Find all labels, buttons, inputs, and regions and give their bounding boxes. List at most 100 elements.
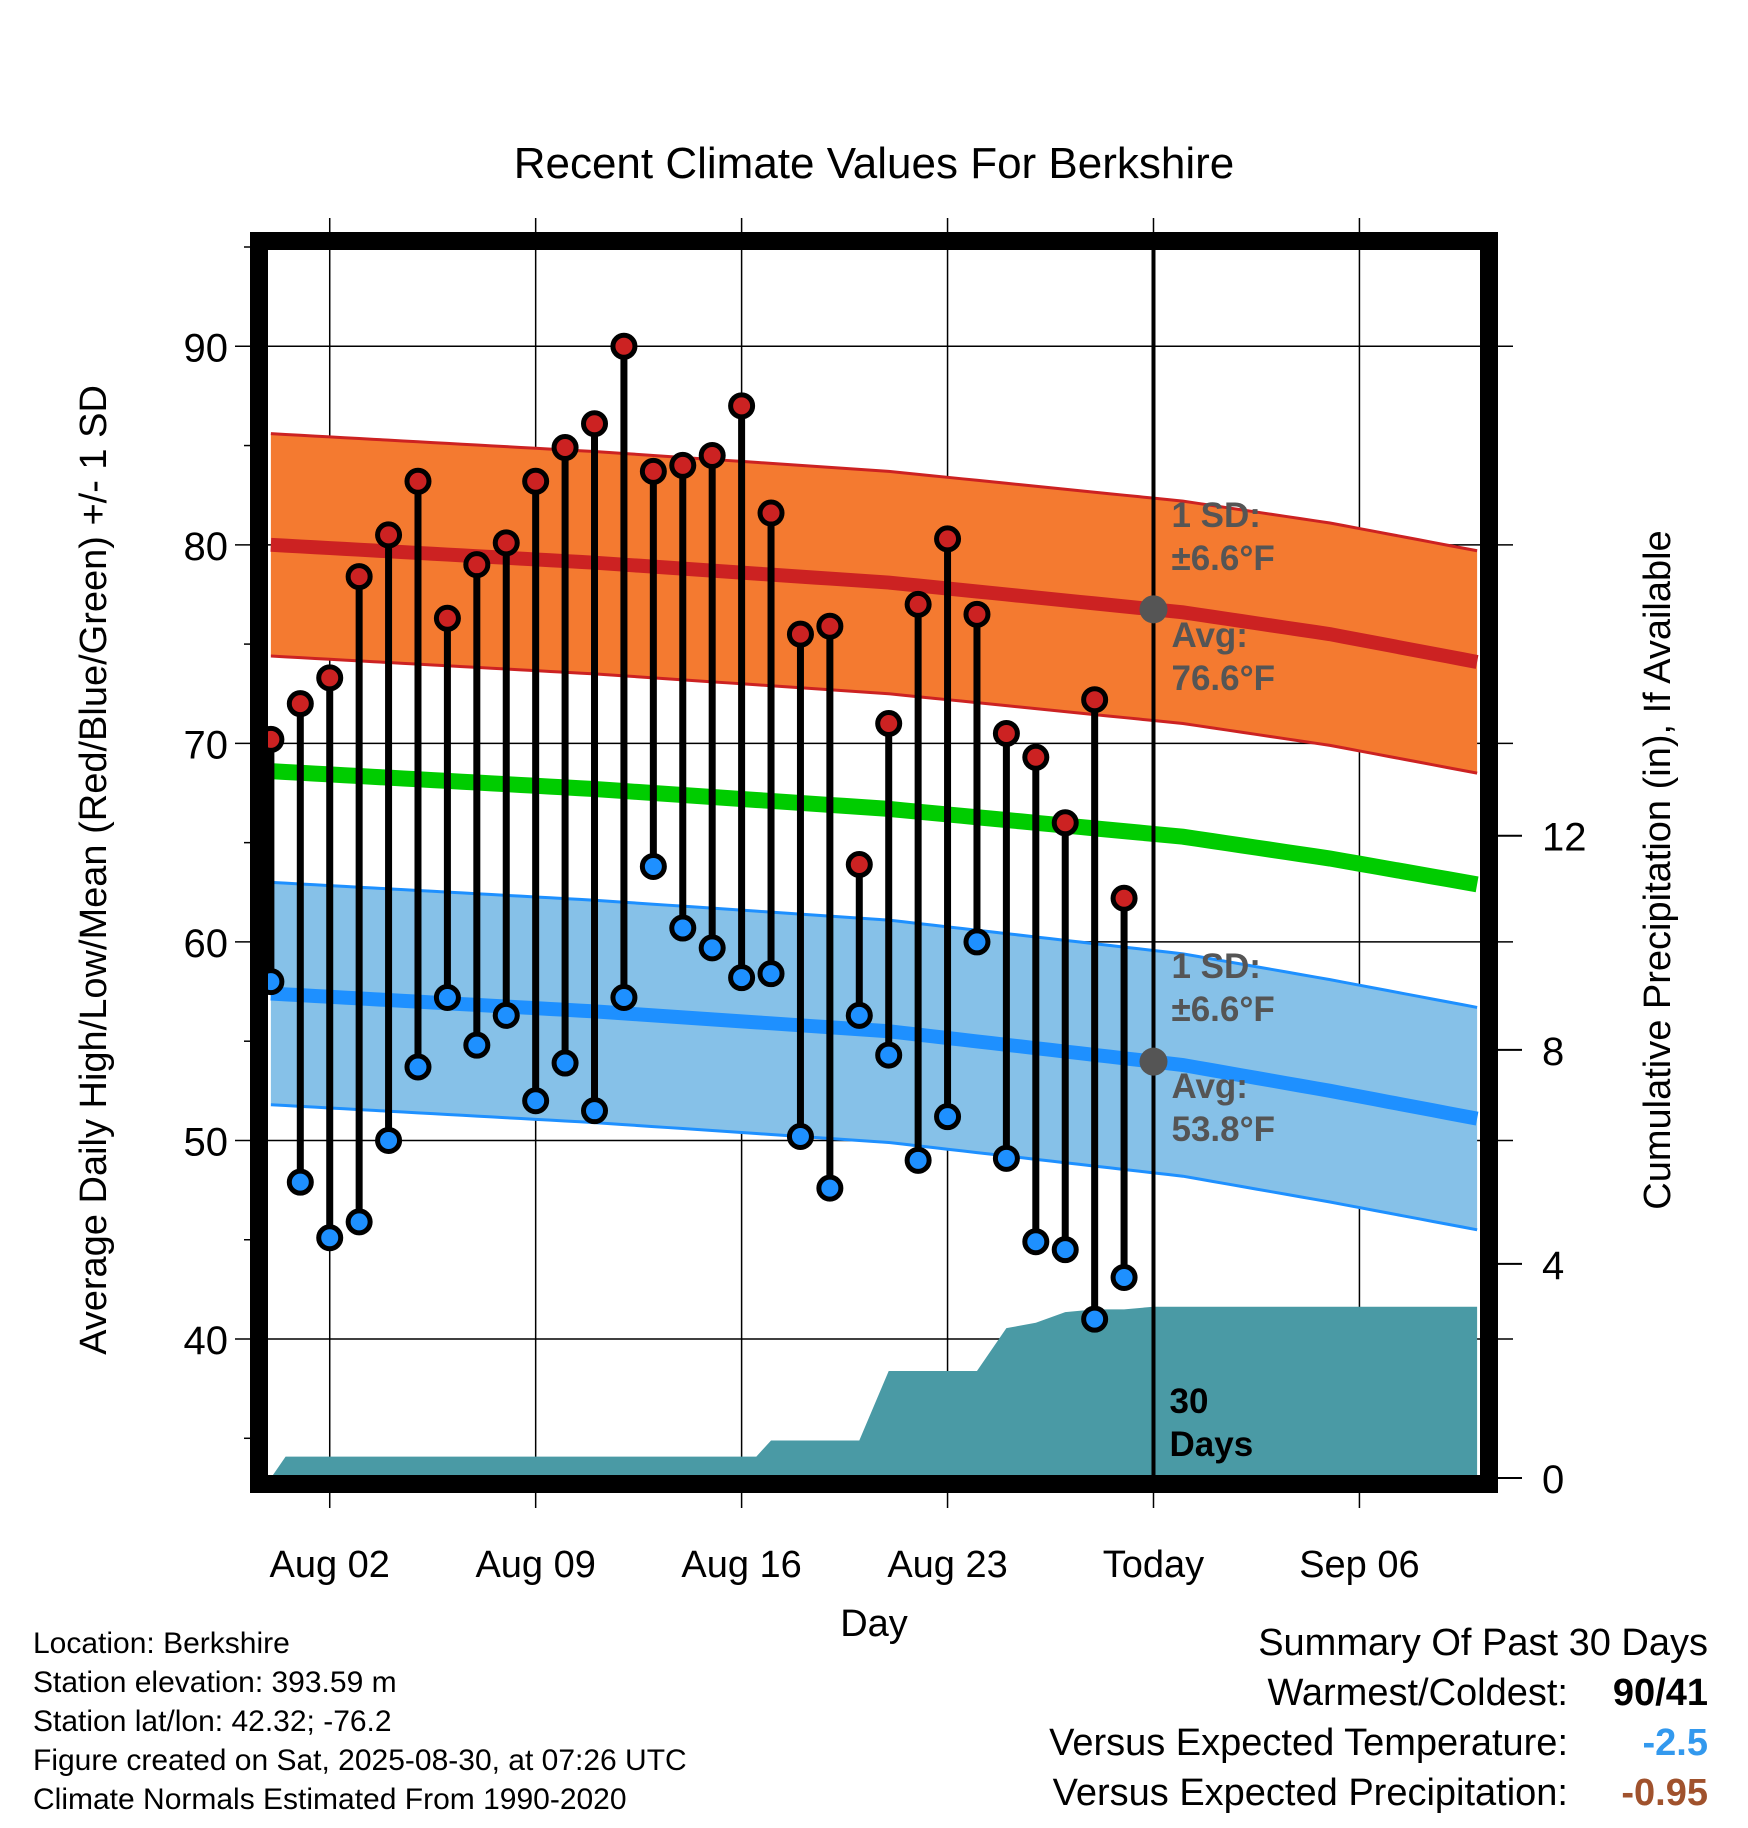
daily-high-point — [816, 612, 844, 640]
meta-location: Location: Berkshire — [33, 1627, 290, 1660]
daily-high-point — [992, 719, 1020, 747]
summary-panel: Summary Of Past 30 Days Warmest/Coldest:… — [1049, 1618, 1708, 1818]
x-tick-label: Sep 06 — [1299, 1544, 1419, 1586]
daily-high-point — [375, 521, 403, 549]
daily-low-point — [669, 914, 697, 942]
daily-low-point — [1051, 1236, 1079, 1264]
daily-high-point — [1081, 686, 1109, 714]
daily-low-point — [698, 934, 726, 962]
x-tick-label: Aug 02 — [269, 1544, 389, 1586]
daily-low-point — [757, 960, 785, 988]
daily-low-point — [875, 1041, 903, 1069]
daily-high-point — [698, 441, 726, 469]
daily-low-point — [963, 928, 991, 956]
daily-high-point — [1110, 884, 1138, 912]
today-window-label: 30 — [1169, 1382, 1208, 1421]
y-tick-label: 60 — [184, 922, 229, 966]
daily-low-point — [433, 984, 461, 1012]
chart-title: Recent Climate Values For Berkshire — [514, 139, 1235, 188]
daily-low-point — [375, 1126, 403, 1154]
x-axis-label: Day — [840, 1603, 908, 1645]
y2-tick-label: 8 — [1542, 1030, 1564, 1074]
temp-anomaly-label: Versus Expected Temperature: — [1049, 1722, 1568, 1764]
today-window-label: Days — [1169, 1425, 1253, 1464]
precipitation-area — [270, 1306, 1478, 1478]
x-tick-label: Aug 16 — [681, 1544, 801, 1586]
daily-high-point — [1051, 809, 1079, 837]
daily-high-point — [433, 604, 461, 632]
y2-axis-label: Cumulative Precipitation (in), If Availa… — [1637, 530, 1679, 1209]
daily-low-point — [904, 1146, 932, 1174]
y-tick-label: 80 — [184, 525, 229, 569]
daily-high-point — [492, 529, 520, 557]
daily-high-point — [1022, 743, 1050, 771]
daily-low-point — [816, 1174, 844, 1202]
y2-tick-label: 0 — [1542, 1458, 1564, 1502]
low-avg-value: 53.8°F — [1171, 1110, 1275, 1149]
daily-low-point — [610, 984, 638, 1012]
daily-high-point — [286, 690, 314, 718]
y-axis-label: Average Daily High/Low/Mean (Red/Blue/Gr… — [73, 385, 115, 1355]
warm-cold-value: 90/41 — [1612, 1672, 1708, 1714]
daily-low-point — [286, 1168, 314, 1196]
low-sd-label: 1 SD: — [1171, 947, 1260, 986]
daily-high-point — [551, 434, 579, 462]
x-tick-label: Aug 23 — [887, 1544, 1007, 1586]
x-tick-label: Today — [1103, 1544, 1204, 1586]
y2-tick-label: 12 — [1542, 816, 1587, 860]
daily-high-point — [757, 499, 785, 527]
normal-low-mean-line — [270, 986, 1479, 1126]
y2-tick-label: 4 — [1542, 1244, 1564, 1288]
precip-anomaly-label: Versus Expected Precipitation: — [1052, 1772, 1568, 1814]
daily-high-point — [786, 620, 814, 648]
daily-low-point — [992, 1144, 1020, 1172]
daily-high-point — [581, 410, 609, 438]
daily-high-point — [610, 332, 638, 360]
daily-low-point — [492, 1001, 520, 1029]
daily-high-point — [845, 850, 873, 878]
normal-low-upper-edge — [270, 880, 1478, 1009]
y-tick-label: 40 — [184, 1319, 229, 1363]
daily-low-point — [728, 964, 756, 992]
station-metadata: Location: Berkshire Station elevation: 3… — [33, 1624, 687, 1819]
daily-high-point — [404, 467, 432, 495]
high-avg-label: Avg: — [1171, 616, 1247, 655]
normal-low-band — [270, 882, 1478, 1230]
meta-elevation: Station elevation: 393.59 m — [33, 1666, 397, 1699]
precip-anomaly-value: -0.95 — [1621, 1772, 1708, 1814]
daily-low-point — [404, 1053, 432, 1081]
daily-low-point — [934, 1103, 962, 1131]
daily-low-point — [581, 1097, 609, 1125]
today-low-avg-marker — [1139, 1047, 1168, 1076]
daily-low-point — [345, 1208, 373, 1236]
daily-low-point — [1081, 1305, 1109, 1333]
low-avg-label: Avg: — [1171, 1067, 1247, 1106]
high-avg-value: 76.6°F — [1171, 659, 1275, 698]
daily-low-point — [1022, 1228, 1050, 1256]
temp-anomaly-value: -2.5 — [1642, 1722, 1708, 1764]
high-sd-value: ±6.6°F — [1171, 539, 1274, 578]
daily-high-point — [522, 467, 550, 495]
daily-high-point — [316, 664, 344, 692]
daily-low-point — [551, 1049, 579, 1077]
normal-high-lower-edge — [270, 654, 1478, 775]
low-sd-value: ±6.6°F — [1171, 990, 1274, 1029]
daily-low-point — [639, 852, 667, 880]
normal-mean-line — [270, 763, 1479, 893]
daily-low-point — [1110, 1263, 1138, 1291]
daily-low-point — [845, 1001, 873, 1029]
daily-high-point — [904, 590, 932, 618]
summary-title: Summary Of Past 30 Days — [1258, 1622, 1708, 1664]
daily-high-point — [639, 457, 667, 485]
meta-created: Figure created on Sat, 2025-08-30, at 07… — [33, 1744, 687, 1777]
high-sd-label: 1 SD: — [1171, 496, 1260, 535]
daily-low-point — [463, 1031, 491, 1059]
normal-high-upper-edge — [270, 432, 1478, 553]
daily-high-point — [875, 710, 903, 738]
daily-low-point — [786, 1122, 814, 1150]
daily-low-point — [316, 1224, 344, 1252]
daily-high-point — [963, 600, 991, 628]
normal-low-lower-edge — [270, 1103, 1478, 1232]
today-high-avg-marker — [1139, 595, 1168, 624]
